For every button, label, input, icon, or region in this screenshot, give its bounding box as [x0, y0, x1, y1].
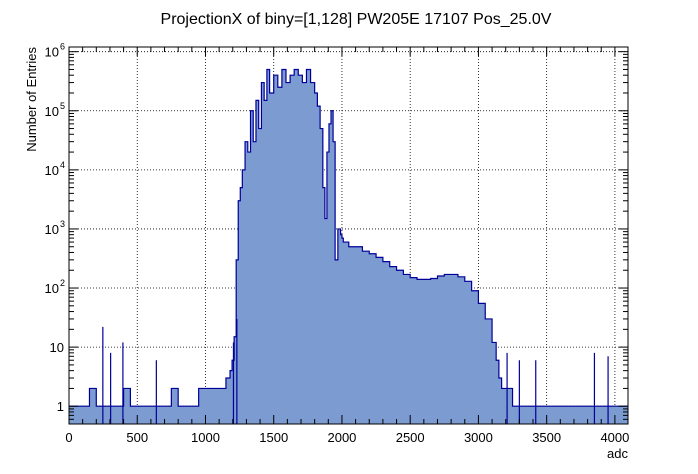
y-tick-label-exponent: 4 [60, 160, 65, 170]
histogram-outline [69, 68, 628, 407]
y-tick-label: 10 [50, 340, 64, 355]
plot-frame [68, 46, 629, 425]
x-tick-label: 0 [65, 430, 72, 445]
y-axis-label: Number of Entries [24, 47, 39, 152]
x-tick-label: 500 [126, 430, 148, 445]
y-tick-label: 10 [45, 45, 59, 60]
y-tick-label: 10 [45, 104, 59, 119]
y-tick-label: 10 [45, 281, 59, 296]
y-tick-label: 10 [45, 163, 59, 178]
y-tick-label: 10 [45, 222, 59, 237]
x-tick-label: 4000 [600, 430, 629, 445]
x-axis-label: adc [607, 446, 628, 461]
x-tick-label: 3000 [464, 430, 493, 445]
x-tick-label: 3500 [532, 430, 561, 445]
data-layer [69, 68, 628, 425]
x-tick-label: 1500 [259, 430, 288, 445]
chart-title: ProjectionX of biny=[1,128] PW205E 17107… [161, 11, 552, 28]
x-tick-label: 2500 [396, 430, 425, 445]
y-tick-label-exponent: 3 [60, 219, 65, 229]
x-tick-label: 1000 [191, 430, 220, 445]
y-tick-label-exponent: 2 [60, 278, 65, 288]
x-tick-label: 2000 [327, 430, 356, 445]
y-tick-label-exponent: 5 [60, 101, 65, 111]
y-tick-label-exponent: 6 [60, 42, 65, 52]
y-tick-label: 1 [57, 399, 64, 414]
